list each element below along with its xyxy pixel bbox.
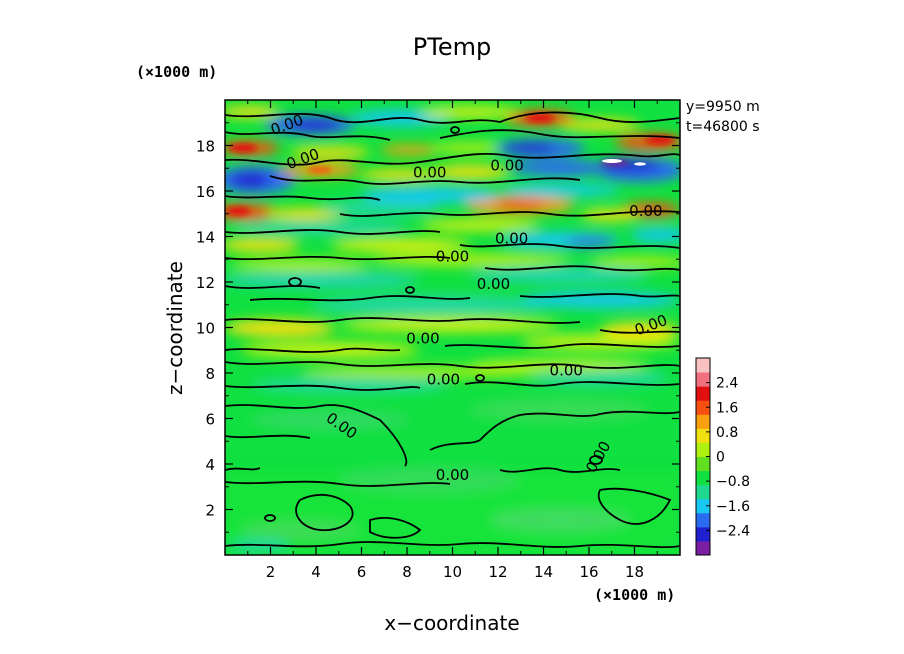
contour-label: 0.00 [629,202,662,220]
y-axis-ticks: 2 4 6 8 10 12 14 16 18 [196,122,680,533]
colorbar-segment [696,414,710,429]
y-tick-label: 10 [196,320,215,338]
y-axis-label: z−coordinate [163,261,187,395]
colorbar-tick-label: −1.6 [716,499,750,515]
y-unit-label: (×1000 m) [136,63,217,81]
x-axis-ticks: 2 4 6 8 10 12 14 16 18 [247,100,658,581]
colorbar-segment [696,484,710,500]
x-tick-label: 8 [402,563,412,581]
y-tick-label: 6 [205,411,215,429]
x-tick-label: 2 [266,563,276,581]
heatmap-field [225,100,680,555]
colorbar-segment [696,428,710,443]
colorbar-tick-label: 1.6 [716,400,738,416]
zero-contours [225,111,680,549]
y-tick-label: 4 [205,456,215,474]
y-tick-label: 14 [196,229,215,247]
time-annotation: t=46800 s [686,119,760,135]
colorbar-segment [696,400,710,415]
x-tick-label: 16 [579,563,598,581]
y-tick-label: 8 [205,365,215,383]
x-tick-label: 10 [443,563,462,581]
colorbar-segment [696,540,710,556]
contour-label: 0.00 [436,248,469,266]
x-tick-label: 4 [311,563,321,581]
colorbar-segment [696,456,710,472]
x-tick-label: 12 [488,563,507,581]
colorbar-segment [696,372,710,387]
colorbar-tick-label: 0.8 [716,425,738,441]
colorbar-tick-label: 0 [716,450,725,466]
x-axis-label: x−coordinate [384,611,519,635]
colorbar-tick-label: −2.4 [716,523,750,539]
x-unit-label: (×1000 m) [594,586,675,604]
colorbar-segment [696,470,710,486]
contour-label: 0.00 [490,157,523,175]
x-tick-label: 6 [357,563,367,581]
contour-label: 0.00 [495,229,528,247]
y-tick-label: 18 [196,138,215,156]
contour-label: 0.00 [436,466,469,484]
colorbar-segment [696,358,710,373]
colorbar: 2.4 1.6 0.8 0 −0.8 −1.6 −2.4 [695,357,750,556]
colorbar-segment [696,512,710,528]
colorbar-segment [696,442,710,457]
contour-label: 0.00 [550,361,583,379]
contour-label: 0.00 [427,370,460,388]
contour-label: 0.00 [413,163,446,181]
colorbar-tick-label: −0.8 [716,474,750,490]
x-tick-label: 18 [625,563,644,581]
contour-label: 0.00 [477,275,510,293]
colorbar-segment [696,498,710,514]
contour-label: 0.00 [406,329,439,347]
colorbar-segment [696,526,710,542]
y-tick-label: 16 [196,183,215,201]
y-position-annotation: y=9950 m [686,99,760,115]
chart-title: PTemp [413,33,491,61]
colorbar-segment [696,386,710,401]
x-tick-label: 14 [534,563,553,581]
y-tick-label: 12 [196,274,215,292]
y-tick-label: 2 [205,502,215,520]
colorbar-tick-label: 2.4 [716,376,738,392]
